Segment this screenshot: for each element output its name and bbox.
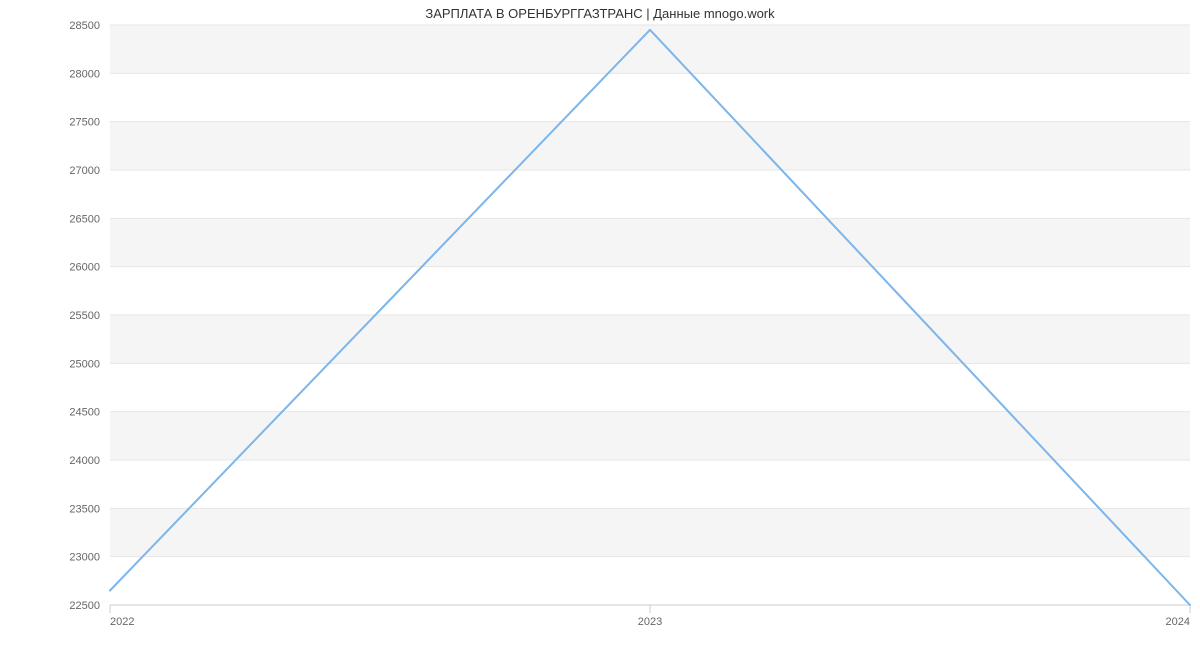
y-tick-label: 24000 [69, 455, 100, 467]
x-tick-label: 2024 [1166, 616, 1190, 628]
y-tick-label: 25000 [69, 358, 100, 370]
y-tick-label: 22500 [69, 600, 100, 612]
y-tick-label: 26000 [69, 262, 100, 274]
y-tick-label: 25500 [69, 310, 100, 322]
chart-svg: 2022 2023 2024 22500 23000 23500 24000 24500 250… [0, 0, 1200, 650]
line-chart: ЗАРПЛАТА В ОРЕНБУРГГАЗТРАНС | Данные mno… [0, 0, 1200, 650]
y-tick-label: 23000 [69, 552, 100, 564]
y-tick-label: 27000 [69, 165, 100, 177]
x-tick-label: 2023 [638, 616, 662, 628]
y-tick-label: 27500 [69, 117, 100, 129]
x-tick-label: 2022 [110, 616, 134, 628]
y-tick-label: 28000 [69, 68, 100, 80]
y-tick-label: 28500 [69, 20, 100, 32]
y-tick-label: 24500 [69, 407, 100, 419]
y-tick-label: 23500 [69, 503, 100, 515]
y-tick-label: 26500 [69, 213, 100, 225]
chart-title: ЗАРПЛАТА В ОРЕНБУРГГАЗТРАНС | Данные mno… [0, 6, 1200, 21]
